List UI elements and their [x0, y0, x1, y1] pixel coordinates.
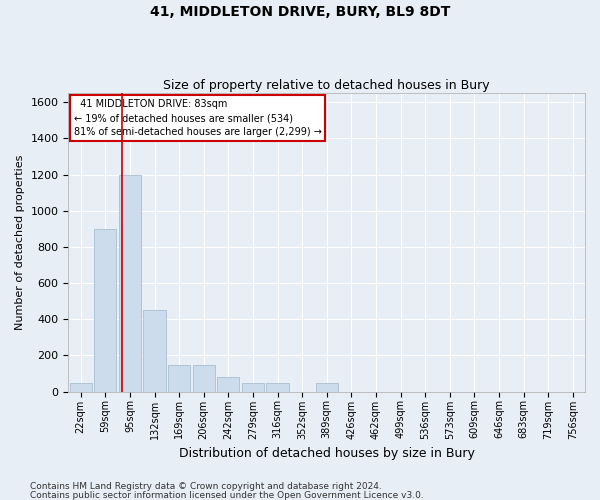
Text: Contains HM Land Registry data © Crown copyright and database right 2024.: Contains HM Land Registry data © Crown c… — [30, 482, 382, 491]
Bar — [217, 377, 239, 392]
Bar — [242, 382, 264, 392]
Bar — [266, 382, 289, 392]
X-axis label: Distribution of detached houses by size in Bury: Distribution of detached houses by size … — [179, 447, 475, 460]
Bar — [316, 382, 338, 392]
Bar — [119, 174, 141, 392]
Bar — [193, 364, 215, 392]
Text: Contains public sector information licensed under the Open Government Licence v3: Contains public sector information licen… — [30, 490, 424, 500]
Text: 41, MIDDLETON DRIVE, BURY, BL9 8DT: 41, MIDDLETON DRIVE, BURY, BL9 8DT — [150, 5, 450, 19]
Y-axis label: Number of detached properties: Number of detached properties — [15, 154, 25, 330]
Bar — [94, 229, 116, 392]
Bar — [70, 382, 92, 392]
Title: Size of property relative to detached houses in Bury: Size of property relative to detached ho… — [163, 79, 490, 92]
Text: 41 MIDDLETON DRIVE: 83sqm  
← 19% of detached houses are smaller (534)
81% of se: 41 MIDDLETON DRIVE: 83sqm ← 19% of detac… — [74, 99, 322, 137]
Bar — [168, 364, 190, 392]
Bar — [143, 310, 166, 392]
